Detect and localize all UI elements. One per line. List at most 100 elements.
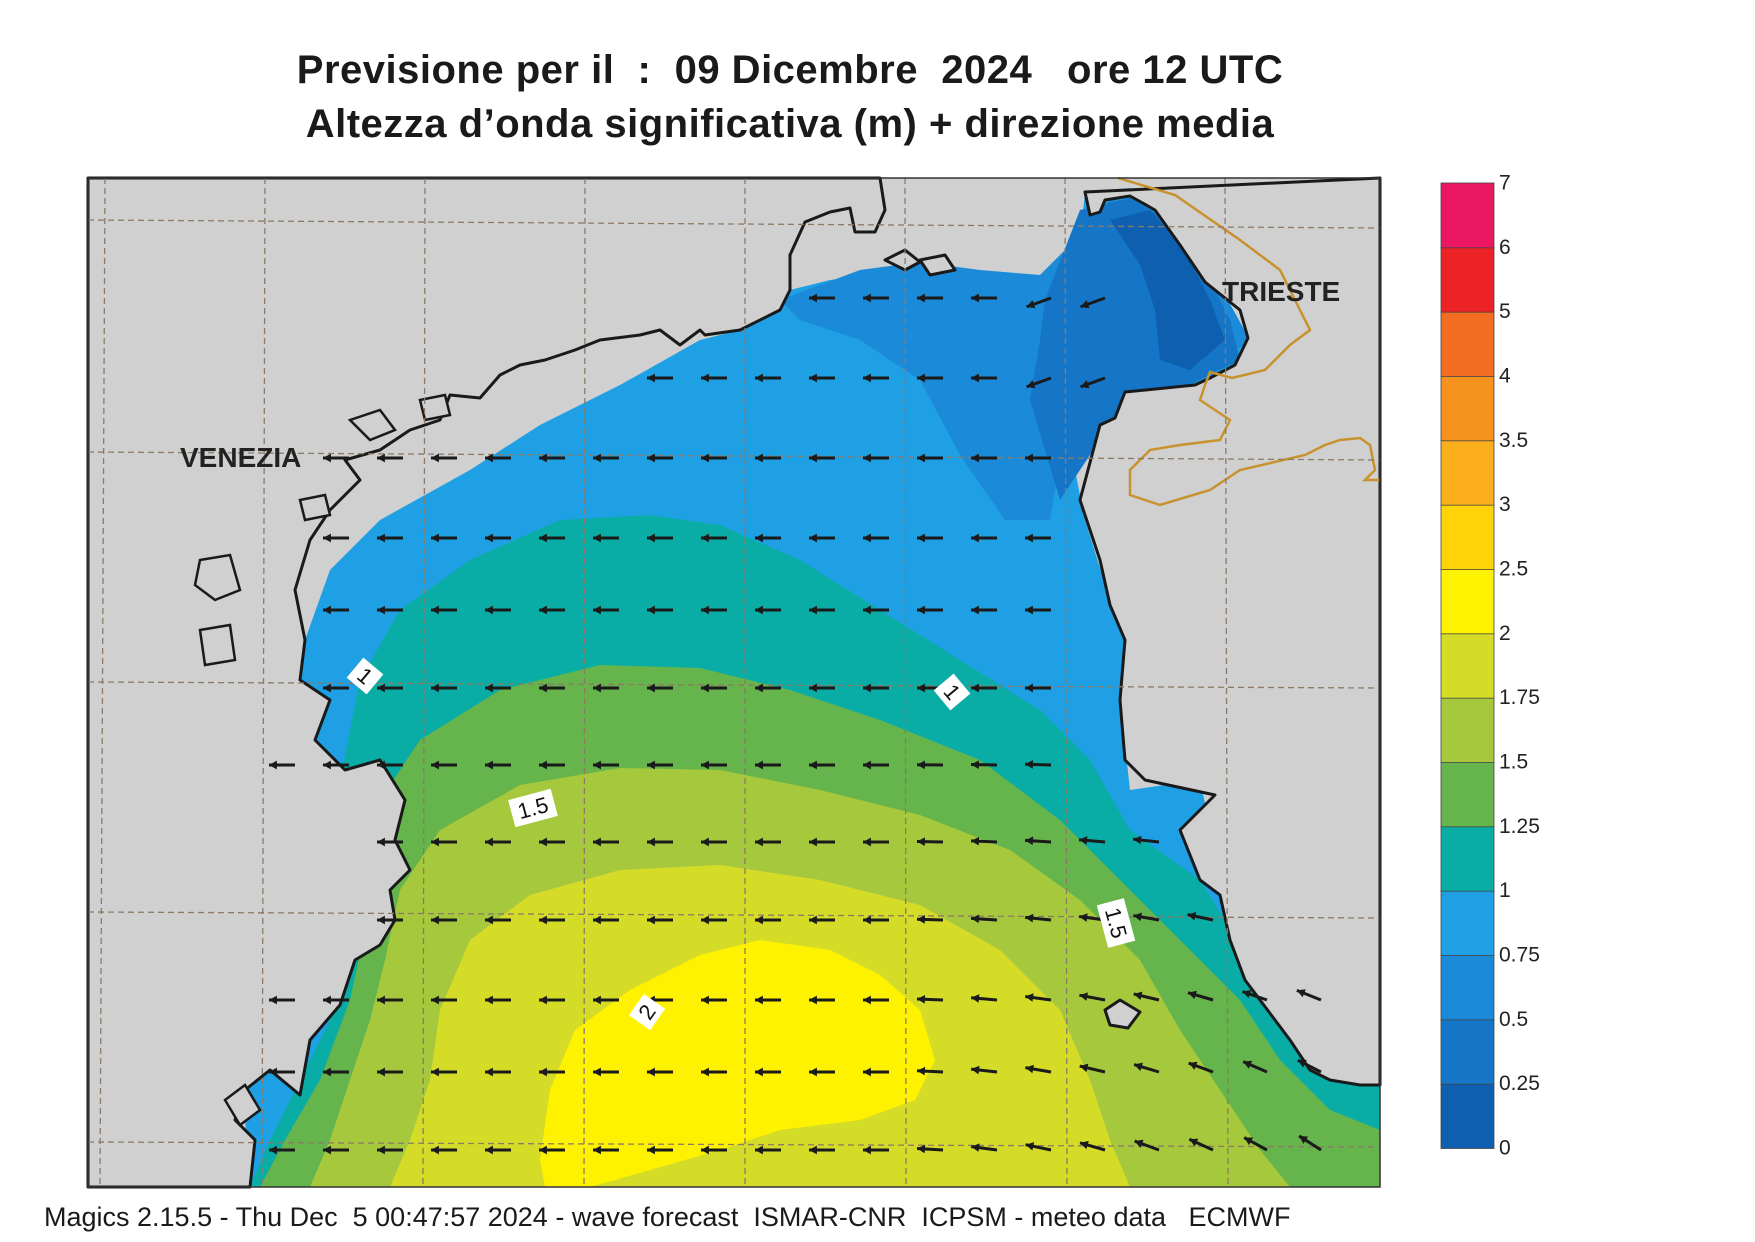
direction-arrowhead <box>701 1145 709 1155</box>
direction-arrowhead <box>485 837 493 847</box>
direction-arrowhead <box>1134 1139 1144 1148</box>
direction-arrowhead <box>755 1067 763 1077</box>
legend-swatch <box>1440 697 1495 763</box>
legend-tick-label: 0.75 <box>1499 944 1540 967</box>
direction-arrowhead <box>593 683 601 693</box>
direction-arrowhead <box>485 760 493 770</box>
direction-arrowhead <box>377 453 385 463</box>
direction-arrowhead <box>1025 1064 1034 1074</box>
direction-arrowhead <box>593 760 601 770</box>
direction-arrowhead <box>917 605 925 615</box>
direction-arrowhead <box>809 915 817 925</box>
legend-tick-label: 1.25 <box>1499 815 1540 838</box>
direction-arrowhead <box>1244 1137 1254 1146</box>
direction-arrowhead <box>1025 993 1034 1002</box>
legend-tick-label: 4 <box>1499 365 1511 388</box>
island-3 <box>1103 998 1142 1030</box>
direction-arrowhead <box>647 533 655 543</box>
direction-arrowhead <box>1079 836 1088 845</box>
direction-arrowhead <box>1026 380 1036 389</box>
direction-arrowhead <box>269 760 277 770</box>
contour-label: 1.5 <box>1096 898 1136 948</box>
direction-arrowhead <box>863 915 871 925</box>
legend-swatch <box>1440 954 1495 1021</box>
direction-arrowhead <box>485 453 493 463</box>
direction-arrowhead <box>755 760 763 770</box>
direction-arrowhead <box>1134 1062 1143 1071</box>
direction-arrowhead <box>539 1067 547 1077</box>
direction-arrowhead <box>1243 1060 1253 1069</box>
direction-arrowhead <box>593 1067 601 1077</box>
direction-arrowhead <box>1025 605 1033 615</box>
direction-arrowhead <box>539 533 547 543</box>
direction-arrowhead <box>863 453 871 463</box>
legend-tick-label: 1 <box>1499 879 1511 902</box>
direction-arrowhead <box>1080 1140 1089 1150</box>
direction-arrowhead <box>809 293 817 303</box>
place-label-venezia: VENEZIA <box>180 442 301 473</box>
direction-arrowhead <box>1296 989 1306 998</box>
direction-arrowhead <box>863 837 871 847</box>
direction-arrowhead <box>485 1145 493 1155</box>
direction-arrowhead <box>863 995 871 1005</box>
chart-subtitle: Altezza d’onda significativa (m) + direz… <box>305 102 1275 146</box>
direction-arrowhead <box>701 683 709 693</box>
direction-arrowhead <box>377 995 385 1005</box>
direction-arrowhead <box>809 837 817 847</box>
direction-arrowhead <box>971 605 979 615</box>
lagoon <box>193 393 452 1127</box>
direction-arrowhead <box>917 1144 926 1154</box>
direction-arrowhead <box>971 683 979 693</box>
direction-arrowhead <box>809 533 817 543</box>
legend-swatch <box>1440 182 1495 249</box>
direction-arrowhead <box>1187 912 1197 921</box>
direction-arrowhead <box>377 837 385 847</box>
direction-arrowhead <box>485 915 493 925</box>
direction-arrowhead <box>755 605 763 615</box>
direction-arrowhead <box>539 995 547 1005</box>
direction-arrowhead <box>485 995 493 1005</box>
direction-arrowhead <box>539 605 547 615</box>
direction-arrowhead <box>755 837 763 847</box>
direction-arrowhead <box>755 453 763 463</box>
direction-arrowhead <box>647 453 655 463</box>
direction-arrowhead <box>917 293 925 303</box>
direction-arrowhead <box>1025 836 1034 846</box>
direction-arrowhead <box>539 915 547 925</box>
direction-arrowhead <box>1025 453 1033 463</box>
direction-arrowhead <box>755 373 763 383</box>
direction-arrowhead <box>701 1067 709 1077</box>
direction-arrowhead <box>323 995 331 1005</box>
direction-arrowhead <box>323 1067 331 1077</box>
direction-arrowhead <box>701 915 709 925</box>
legend-tick-label: 5 <box>1499 300 1511 323</box>
legend-tick-label: 3 <box>1499 493 1511 516</box>
direction-arrowhead <box>377 1067 385 1077</box>
direction-arrowhead <box>539 760 547 770</box>
direction-arrowhead <box>809 760 817 770</box>
direction-arrowhead <box>377 915 385 925</box>
direction-arrowhead <box>323 683 331 693</box>
legend-swatch <box>1440 504 1495 570</box>
direction-arrowhead <box>917 837 925 846</box>
graticule <box>87 177 1381 1188</box>
direction-arrowhead <box>647 605 655 615</box>
map-frame <box>87 177 1381 1188</box>
legend-swatch <box>1440 1083 1495 1149</box>
direction-arrowhead <box>485 1067 493 1077</box>
venezia-coast <box>86 176 887 1189</box>
direction-arrowhead <box>1025 533 1033 543</box>
legend-swatch <box>1440 375 1495 442</box>
direction-arrowhead <box>539 453 547 463</box>
direction-arrowhead <box>539 683 547 693</box>
direction-arrowhead <box>809 1067 817 1077</box>
direction-arrowhead <box>755 1145 763 1155</box>
direction-arrowhead <box>431 453 439 463</box>
direction-arrowhead <box>323 533 331 543</box>
legend-swatch <box>1440 246 1495 313</box>
direction-arrowhead <box>755 533 763 543</box>
coastline <box>86 176 1382 1189</box>
direction-arrowhead <box>863 533 871 543</box>
chart-title: Previsione per il : 09 Dicembre 2024 ore… <box>296 48 1284 92</box>
